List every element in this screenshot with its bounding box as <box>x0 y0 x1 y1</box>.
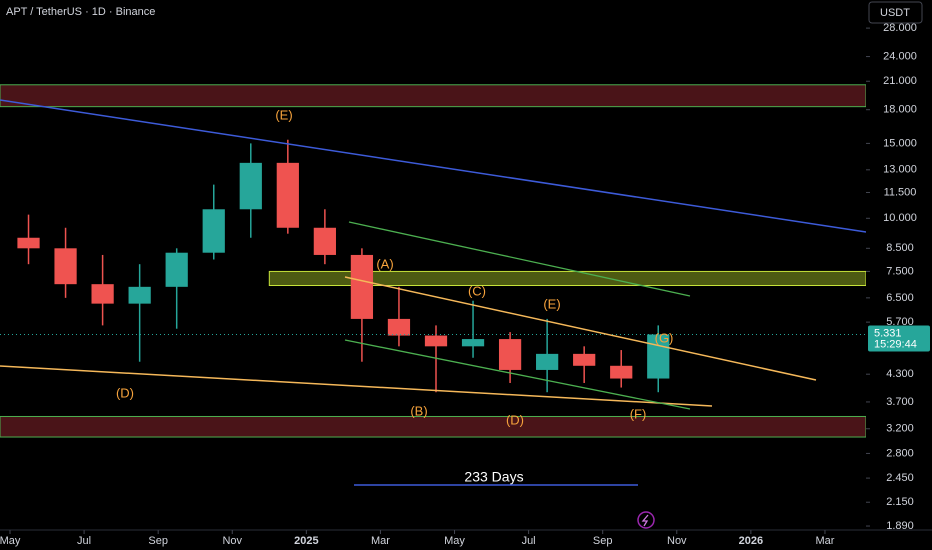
candle-body <box>647 334 670 379</box>
currency-box[interactable] <box>868 1 923 24</box>
x-tick-label: Mar <box>815 535 834 547</box>
price-axis <box>866 0 932 550</box>
wave-label: (E) <box>275 107 292 122</box>
x-tick-label: Nov <box>222 535 242 547</box>
candle-body <box>610 365 633 379</box>
y-tick-label: 4.300 <box>886 368 914 380</box>
wave-label: (F) <box>630 406 647 421</box>
candle-body <box>54 248 77 285</box>
wave-label: (E) <box>543 296 560 311</box>
y-tick-label: 2.150 <box>886 496 914 508</box>
zone <box>0 415 867 438</box>
candle-body <box>350 254 374 319</box>
y-tick-label: 3.700 <box>886 396 914 408</box>
trend-line <box>344 276 817 381</box>
wave-label: (A) <box>376 256 393 271</box>
wave-label: (D) <box>116 385 134 400</box>
candle-body <box>536 353 559 370</box>
candle-body <box>313 227 336 255</box>
y-tick-label: 8.500 <box>886 242 914 254</box>
x-tick-label: Mar <box>371 535 390 547</box>
candle-body <box>498 339 522 370</box>
candle-body <box>17 237 40 249</box>
currency: USDT <box>880 7 910 19</box>
candle-body <box>573 353 596 366</box>
x-tick-label: 2026 <box>739 535 763 547</box>
y-tick-label: 10.000 <box>883 212 917 224</box>
wave-label: (B) <box>410 403 427 418</box>
y-tick-label: 6.500 <box>886 292 914 304</box>
alert-bolt <box>641 514 649 527</box>
x-tick-label: Nov <box>667 535 687 547</box>
y-tick-label: 1.890 <box>886 520 914 532</box>
candle-body <box>461 339 485 347</box>
candle-body <box>276 162 299 228</box>
channel-line <box>348 221 691 297</box>
x-tick-label: May <box>444 535 465 547</box>
candle-body <box>128 286 151 304</box>
y-tick-label: 5.700 <box>886 316 914 328</box>
last-price: 5.331 <box>874 327 902 339</box>
countdown: 15:29:44 <box>874 338 917 350</box>
x-tick-label: Jul <box>77 535 91 547</box>
channel-line <box>344 339 691 410</box>
y-tick-label: 21.000 <box>883 75 917 87</box>
x-tick-label: Jul <box>522 535 536 547</box>
y-tick-label: 11.500 <box>884 186 917 198</box>
wave-label: (G) <box>655 330 674 345</box>
candle-body <box>165 252 188 287</box>
duration-label: 233 Days <box>464 469 523 485</box>
last-price-box <box>868 325 930 352</box>
y-tick-label: 24.000 <box>883 50 917 62</box>
candle-body <box>387 318 411 336</box>
y-tick-label: 18.000 <box>883 104 917 116</box>
trend-line <box>0 365 713 407</box>
candle-body <box>91 284 114 304</box>
alert-icon[interactable] <box>637 511 655 529</box>
wave-label: (D) <box>506 412 524 427</box>
y-tick-label: 13.000 <box>883 164 917 176</box>
chart-title: APT / TetherUS · 1D · Binance <box>6 6 155 18</box>
candle-body <box>424 335 448 347</box>
x-tick-label: Sep <box>593 535 613 547</box>
y-tick-label: 2.800 <box>886 447 914 459</box>
wave-label: (C) <box>468 283 486 298</box>
x-tick-label: Sep <box>148 535 168 547</box>
trend-line <box>0 99 867 233</box>
zone <box>0 84 867 108</box>
y-tick-label: 7.500 <box>886 265 914 277</box>
candle-body <box>202 209 225 253</box>
y-tick-label: 15.000 <box>883 137 917 149</box>
y-tick-label: 3.200 <box>886 423 914 435</box>
y-tick-label: 28.000 <box>883 22 917 34</box>
candle-body <box>239 162 262 210</box>
x-tick-label: 2025 <box>294 535 318 547</box>
x-tick-label: May <box>0 535 21 547</box>
y-tick-label: 2.450 <box>886 472 914 484</box>
